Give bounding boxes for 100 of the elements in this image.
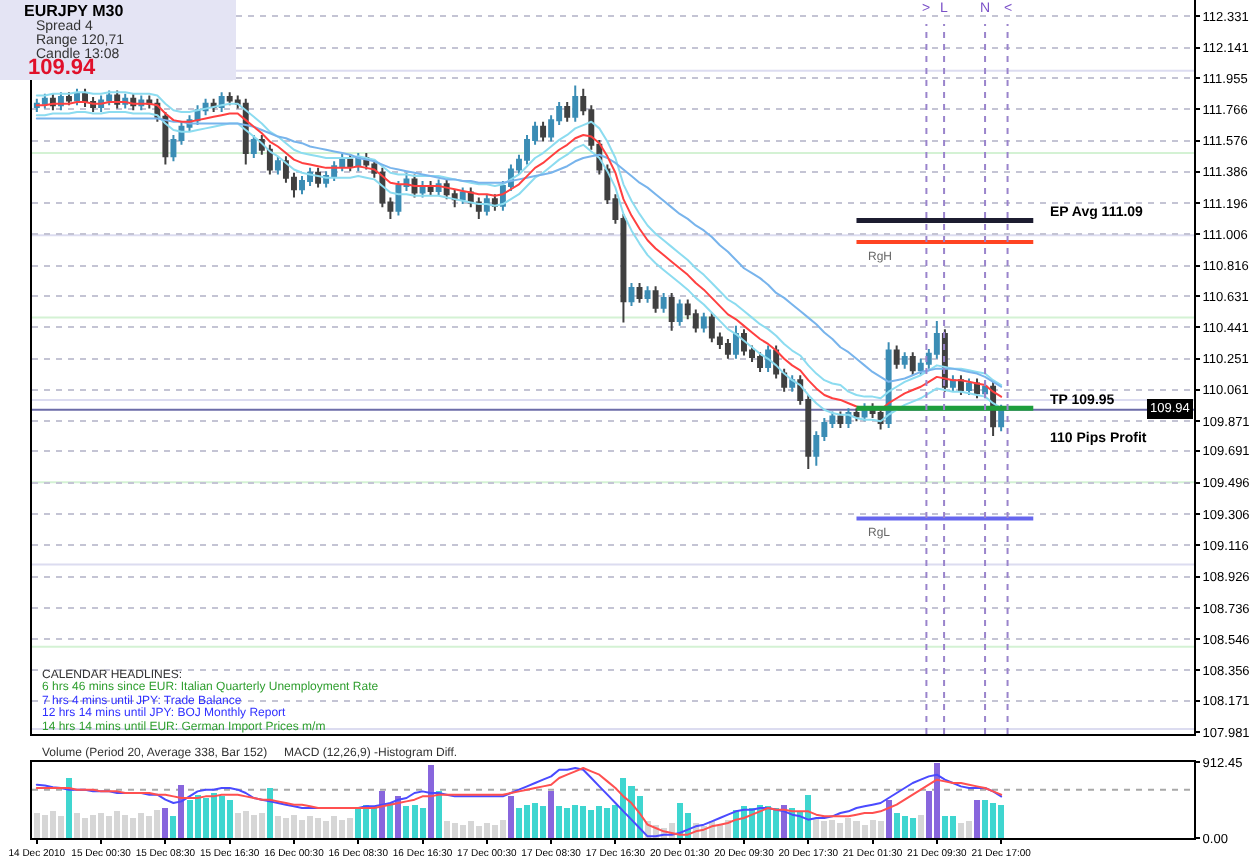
bar — [540, 806, 547, 838]
bar — [226, 799, 233, 838]
bar — [990, 803, 997, 838]
bar — [813, 818, 820, 838]
candlestick — [901, 351, 908, 370]
candlestick — [266, 143, 273, 176]
candlestick — [708, 311, 715, 344]
bar — [379, 791, 386, 838]
candlestick — [837, 410, 844, 429]
bar — [893, 813, 900, 838]
candlestick — [789, 374, 796, 393]
bar — [853, 821, 860, 838]
candlestick — [146, 94, 153, 110]
bar — [499, 819, 506, 838]
bar — [57, 816, 64, 838]
bar — [122, 814, 129, 838]
bar — [596, 806, 603, 838]
bar — [419, 808, 426, 838]
bar — [588, 809, 595, 838]
candlestick — [644, 285, 651, 304]
bar — [773, 808, 780, 838]
candlestick — [540, 120, 547, 143]
bar — [998, 804, 1005, 838]
bar — [467, 821, 474, 838]
bar — [524, 804, 531, 838]
candlestick — [226, 91, 233, 107]
bar — [282, 818, 289, 838]
bar — [218, 796, 225, 838]
bar — [901, 816, 908, 838]
bar — [242, 811, 249, 838]
bar — [765, 806, 772, 838]
bar — [877, 821, 884, 838]
bar — [250, 814, 257, 838]
bar — [106, 816, 113, 838]
bar — [620, 778, 627, 838]
candlestick — [732, 324, 739, 360]
bar — [604, 808, 611, 838]
bar — [387, 803, 394, 838]
candlestick — [917, 357, 924, 377]
candlestick — [909, 351, 916, 377]
bar — [515, 808, 522, 838]
bar — [258, 813, 265, 838]
candlestick — [250, 133, 257, 159]
bar — [845, 818, 852, 838]
bar — [459, 824, 466, 838]
bar — [194, 794, 201, 838]
bar — [957, 823, 964, 838]
candlestick — [692, 308, 699, 334]
candlestick — [724, 338, 731, 360]
bar — [829, 819, 836, 838]
annotation: EURJPY M30 — [24, 2, 124, 20]
candlestick — [459, 186, 466, 206]
bar — [869, 819, 876, 838]
bar — [572, 804, 579, 838]
bar — [210, 793, 217, 838]
bar — [949, 816, 956, 838]
candlestick — [41, 92, 48, 110]
bar — [186, 799, 193, 838]
candlestick — [957, 374, 964, 396]
bar — [564, 808, 571, 838]
candlestick — [395, 180, 402, 217]
bar — [170, 816, 177, 838]
bar — [331, 816, 338, 838]
candlestick — [893, 344, 900, 370]
bar — [202, 798, 209, 838]
candlestick — [636, 282, 643, 304]
candlestick — [676, 298, 683, 327]
bar — [274, 816, 281, 838]
bar — [909, 818, 916, 838]
bar — [290, 814, 297, 838]
bar — [974, 799, 981, 838]
candlestick — [572, 84, 579, 123]
candlestick — [949, 374, 956, 393]
candlestick — [564, 101, 571, 123]
candlestick — [66, 91, 72, 107]
bar — [323, 821, 330, 838]
bar — [933, 763, 940, 838]
candlestick — [274, 155, 281, 176]
bar — [82, 818, 89, 838]
bar — [982, 799, 989, 838]
annotation: 109.94 — [28, 56, 96, 80]
bar — [941, 816, 948, 838]
candlestick — [765, 344, 772, 373]
bar — [821, 821, 828, 838]
bar — [355, 808, 362, 838]
bar — [307, 816, 314, 838]
candlestick — [757, 351, 764, 373]
candlestick — [162, 110, 169, 166]
bar — [716, 824, 723, 838]
bar — [146, 816, 153, 838]
bar — [580, 806, 587, 838]
bar — [73, 813, 81, 838]
bar — [395, 796, 402, 838]
bar — [315, 818, 322, 838]
bar — [41, 814, 48, 838]
bar — [427, 764, 434, 838]
bar — [403, 806, 410, 838]
candlestick — [660, 291, 667, 314]
candlestick — [74, 87, 80, 107]
bar — [347, 818, 354, 838]
